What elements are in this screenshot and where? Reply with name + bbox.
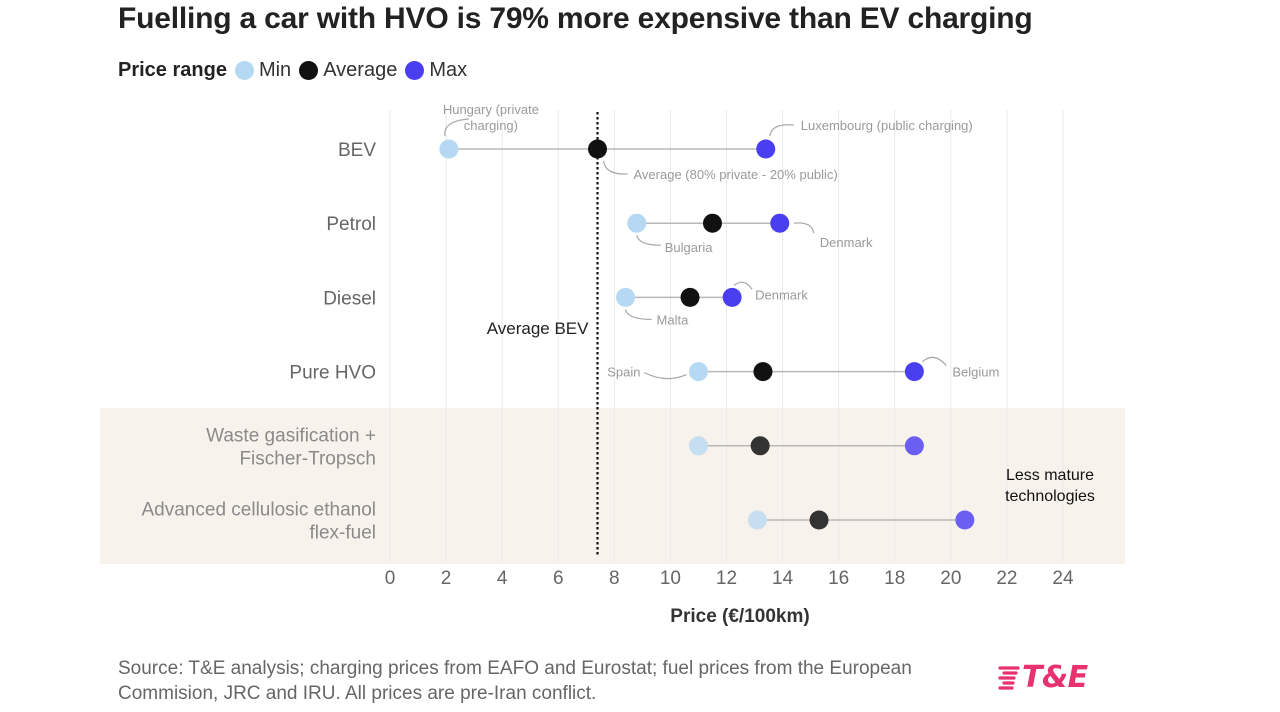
annotation-arrow <box>921 356 947 366</box>
annotation-arrow <box>769 124 794 137</box>
annotation-arrow <box>624 309 652 320</box>
annotation-arrow <box>644 372 687 380</box>
annotation-arrow <box>733 281 753 290</box>
average-point <box>750 436 770 456</box>
max-point <box>904 362 924 382</box>
average-point <box>702 213 722 233</box>
category-label: BEV <box>338 140 376 161</box>
x-tick-label: 20 <box>940 568 961 589</box>
x-tick-label: 8 <box>609 568 620 589</box>
annotation-arrow <box>444 118 469 137</box>
annotation-label: Hungary (private charging) <box>443 102 539 133</box>
x-tick-label: 0 <box>385 568 396 589</box>
average-point <box>809 510 829 530</box>
legend-item-min: Min <box>234 58 292 82</box>
legend-item-max: Max <box>405 59 467 82</box>
x-tick-label: 22 <box>996 568 1017 589</box>
max-point <box>955 510 975 530</box>
logo-text: T&E <box>1022 660 1088 695</box>
x-tick-label: 16 <box>828 568 849 589</box>
max-point <box>904 436 924 456</box>
annotation-label: Denmark <box>755 287 808 302</box>
average-point <box>680 287 700 307</box>
annotation-label: Spain <box>607 365 640 380</box>
legend-label-max: Max <box>429 58 468 81</box>
min-point <box>439 139 459 159</box>
legend: Price range Min Average Max <box>118 57 475 83</box>
annotation-arrow <box>602 160 628 175</box>
category-label: Waste gasification + Fischer-Tropsch <box>206 425 376 469</box>
legend-title: Price range <box>118 58 227 81</box>
annotation-label: Average (80% private - 20% public) <box>634 167 838 182</box>
te-logo: T&E <box>996 660 1088 695</box>
min-point <box>747 510 767 530</box>
max-point <box>770 213 790 233</box>
logo-lines-icon <box>998 665 1020 690</box>
max-point <box>722 287 742 307</box>
legend-label-average: Average <box>323 58 398 81</box>
less-mature-band <box>100 408 1125 564</box>
average-bev-label: Average BEV <box>487 319 589 338</box>
annotation-label: Luxembourg (public charging) <box>801 118 973 133</box>
annotation-label: Denmark <box>820 235 873 250</box>
legend-swatch-max <box>405 60 425 80</box>
min-point <box>688 362 708 382</box>
average-point <box>753 362 773 382</box>
x-tick-label: 14 <box>772 568 794 589</box>
legend-swatch-min <box>234 60 254 80</box>
min-point <box>627 213 647 233</box>
legend-swatch-average <box>299 60 319 80</box>
max-point <box>756 139 776 159</box>
legend-label-min: Min <box>258 58 292 81</box>
x-tick-label: 2 <box>441 568 452 589</box>
legend-item-average: Average <box>299 59 397 82</box>
min-point <box>688 436 708 456</box>
x-tick-label: 24 <box>1052 568 1074 589</box>
category-label: Pure HVO <box>289 363 376 384</box>
chart-title: Fuelling a car with HVO is 79% more expe… <box>118 2 1033 35</box>
x-tick-label: 6 <box>553 568 564 589</box>
annotation-arrow <box>636 235 661 246</box>
x-axis-label: Price (€/100km) <box>670 606 809 627</box>
annotation-arrow <box>793 222 815 234</box>
x-tick-label: 4 <box>497 568 508 589</box>
category-label: Diesel <box>323 288 376 309</box>
less-mature-label: Less mature technologies <box>1005 467 1095 505</box>
annotation-label: Belgium <box>952 365 999 380</box>
min-point <box>616 287 636 307</box>
annotation-label: Bulgaria <box>665 240 713 255</box>
x-tick-label: 10 <box>660 568 681 589</box>
x-tick-label: 12 <box>716 568 737 589</box>
category-label: Advanced cellulosic ethanol flex-fuel <box>142 500 377 544</box>
category-label: Petrol <box>326 214 376 235</box>
annotation-label: Malta <box>657 312 690 327</box>
source-note: Source: T&E analysis; charging prices fr… <box>118 658 912 704</box>
x-tick-label: 18 <box>884 568 905 589</box>
